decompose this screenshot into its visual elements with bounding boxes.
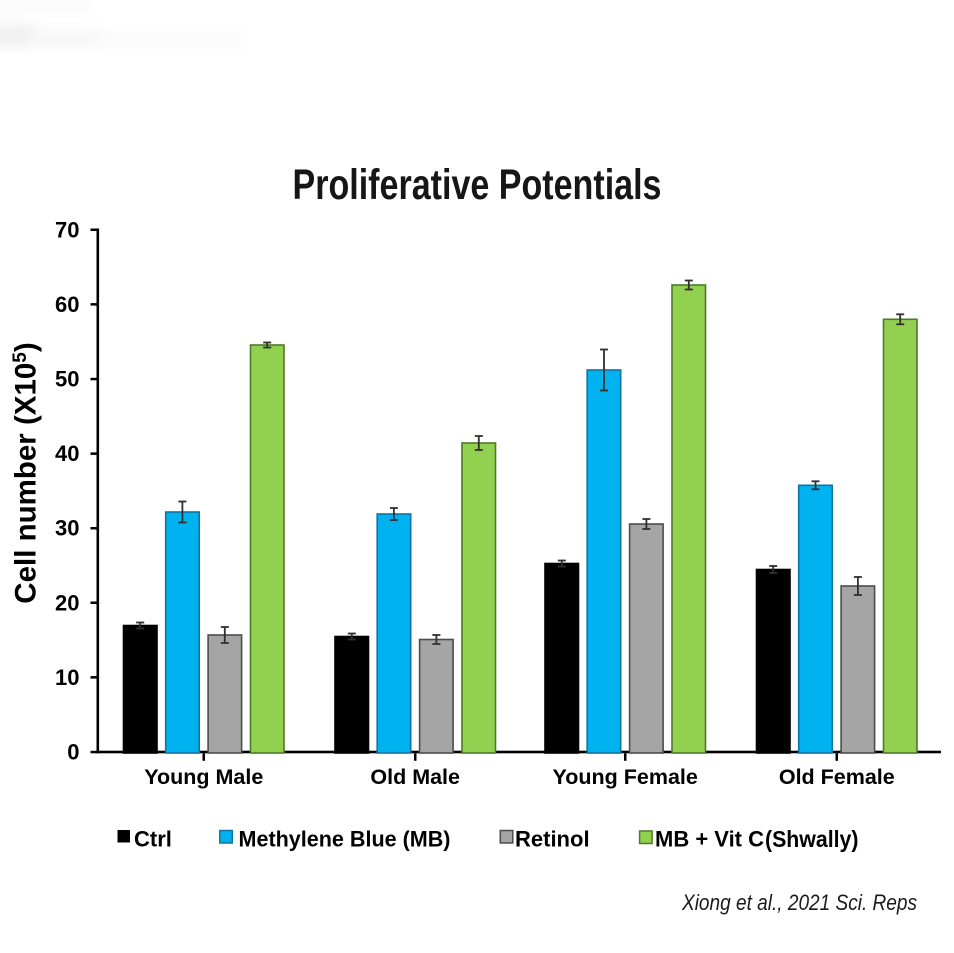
svg-text:10: 10 xyxy=(55,665,79,690)
svg-text:40: 40 xyxy=(55,441,79,466)
svg-text:0: 0 xyxy=(67,740,79,765)
svg-text:Xiong et al., 2021 Sci. Reps: Xiong et al., 2021 Sci. Reps xyxy=(681,890,917,915)
svg-text:MB + Vit C: MB + Vit C xyxy=(655,827,764,852)
svg-text:(Shwally): (Shwally) xyxy=(765,826,859,852)
svg-text:Young Female: Young Female xyxy=(553,765,698,789)
svg-text:30: 30 xyxy=(55,516,79,541)
svg-text:Young Male: Young Male xyxy=(144,765,263,789)
svg-text:Retinol: Retinol xyxy=(515,827,590,852)
svg-text:20: 20 xyxy=(55,590,79,615)
svg-text:Methylene Blue (MB): Methylene Blue (MB) xyxy=(239,827,451,852)
svg-text:50: 50 xyxy=(55,367,79,392)
svg-text:70: 70 xyxy=(55,217,79,242)
svg-text:Ctrl: Ctrl xyxy=(134,827,172,852)
svg-text:Old Female: Old Female xyxy=(779,765,895,789)
svg-text:60: 60 xyxy=(55,292,79,317)
svg-text:Proliferative Potentials: Proliferative Potentials xyxy=(293,161,662,209)
svg-text:Old Male: Old Male xyxy=(370,765,460,789)
svg-text:Cell number (X105): Cell number (X105) xyxy=(10,342,43,603)
